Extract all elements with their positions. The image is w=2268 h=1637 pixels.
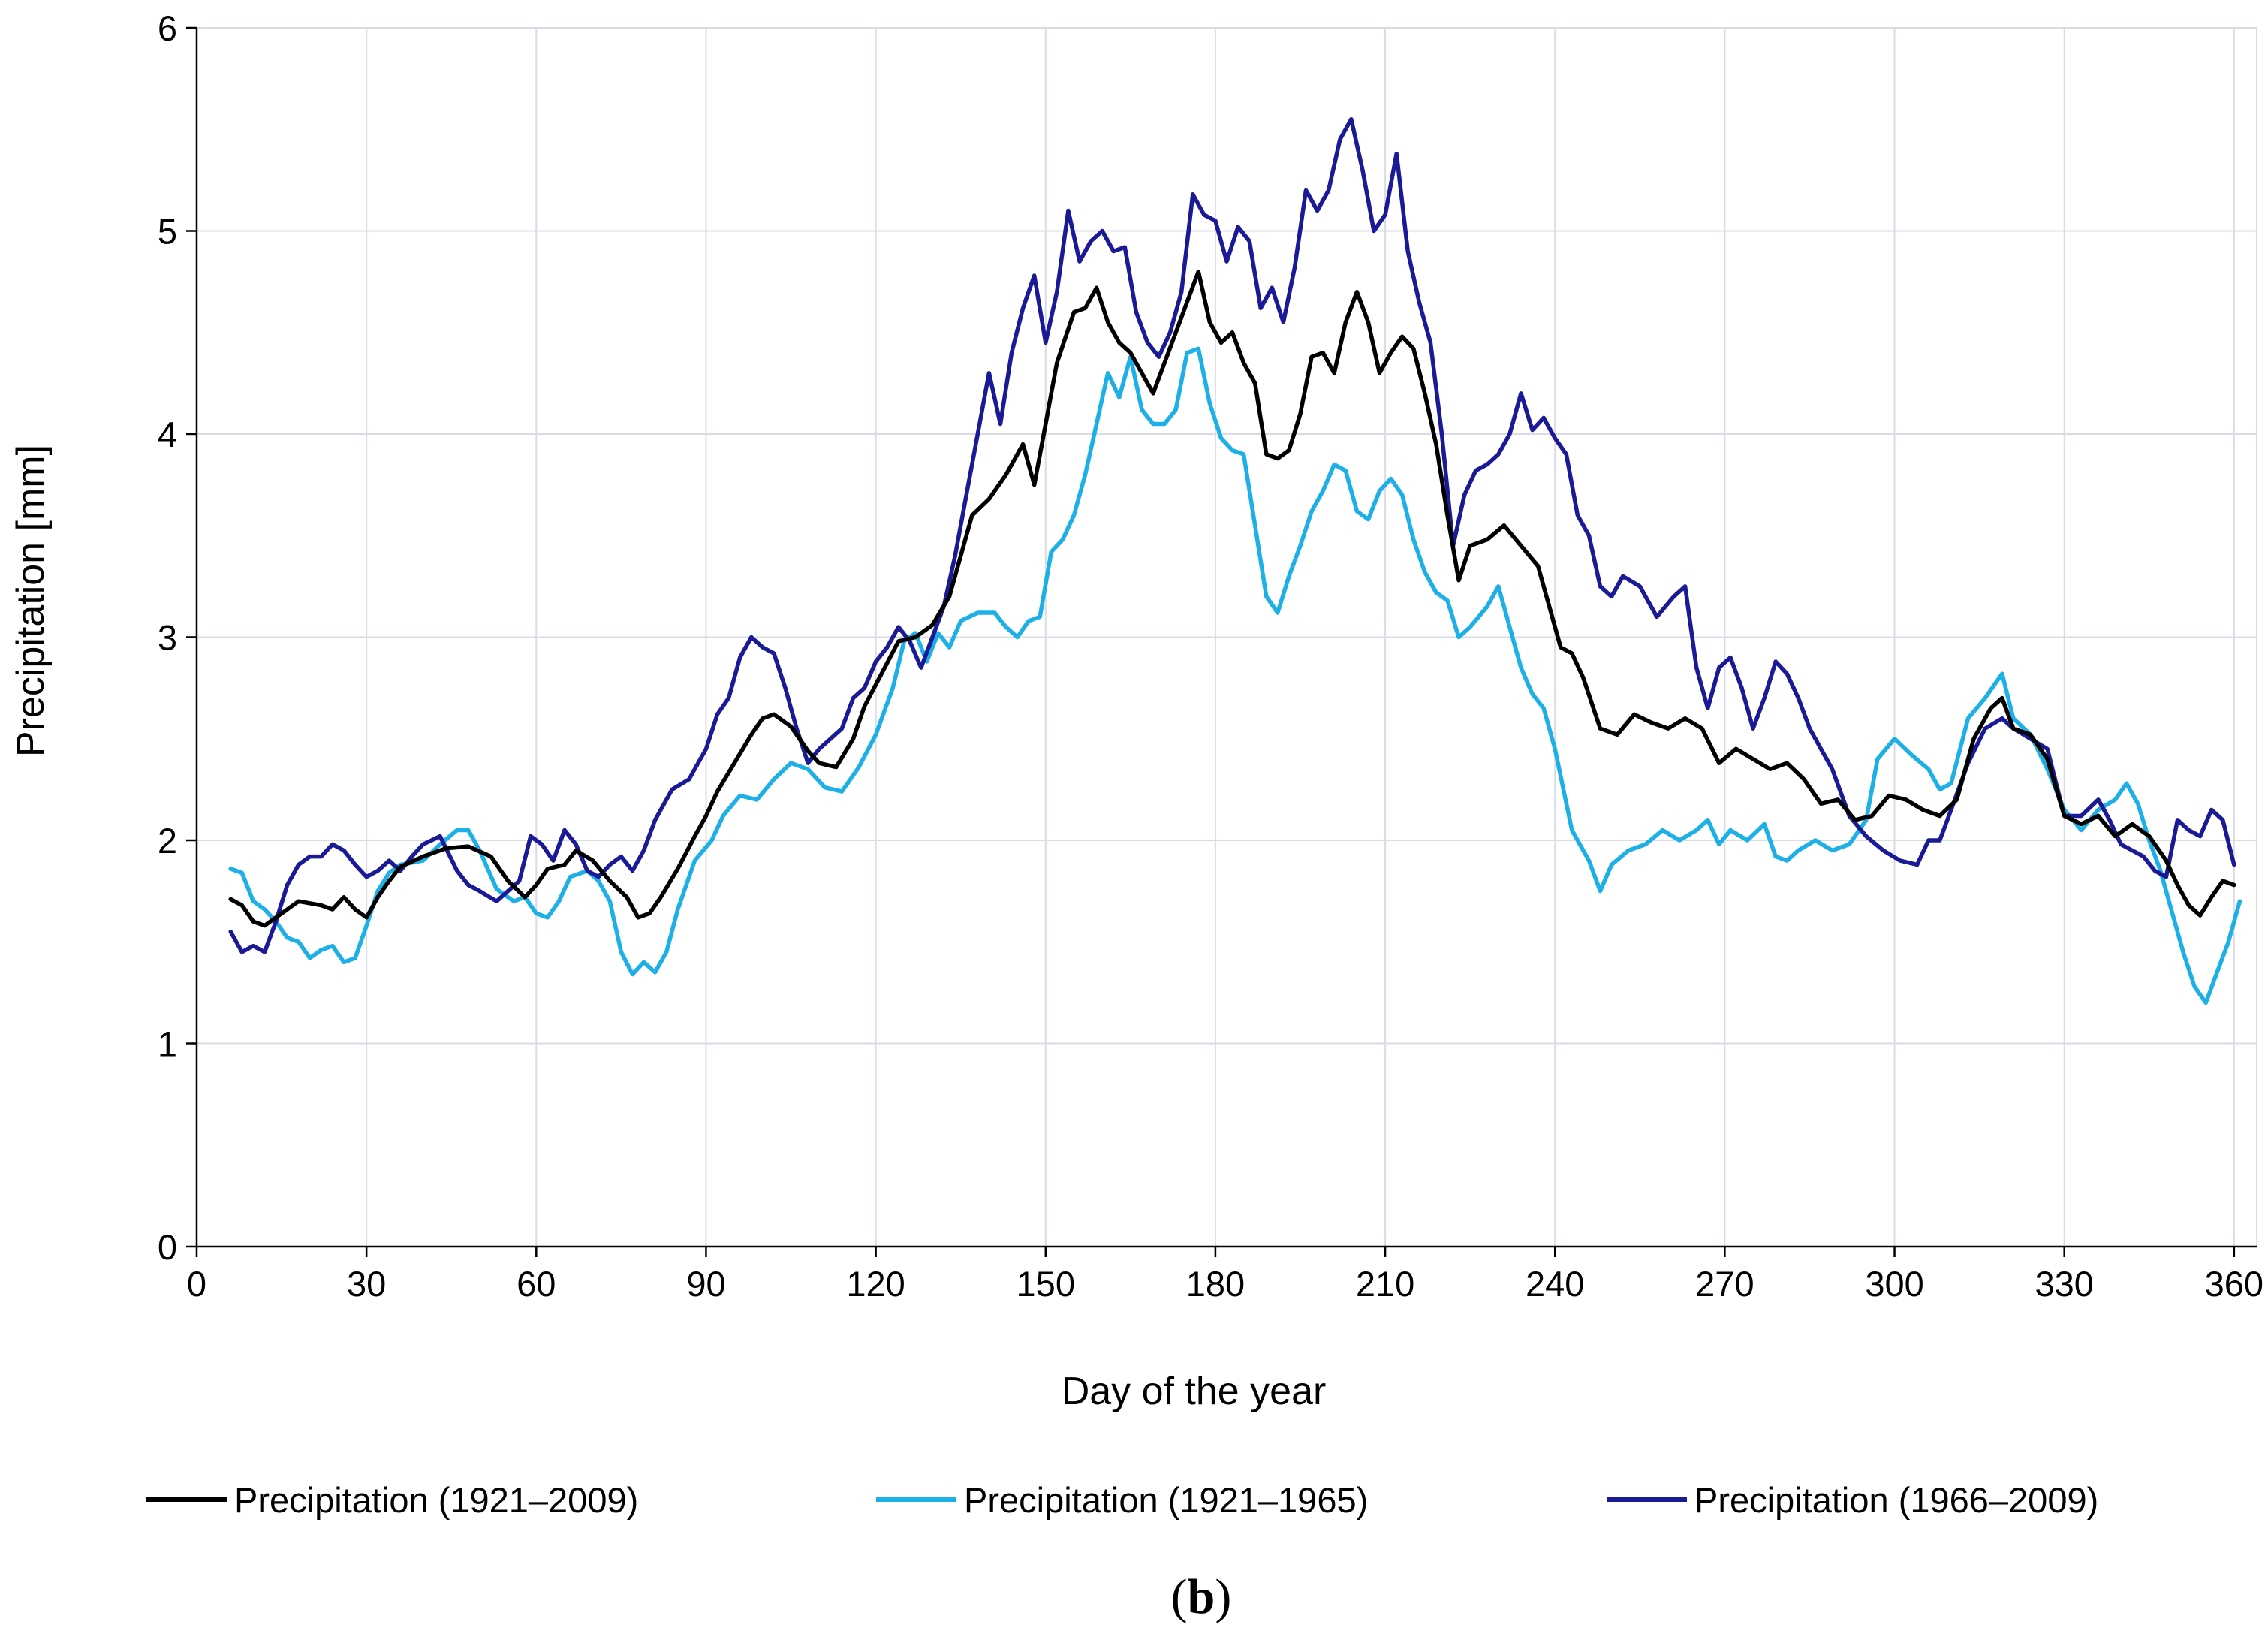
x-tick-label-360: 360 <box>2205 1264 2263 1304</box>
x-tick-label-180: 180 <box>1186 1264 1245 1304</box>
x-tick-label-90: 90 <box>686 1264 725 1304</box>
x-tick-label-270: 270 <box>1695 1264 1754 1304</box>
data-series <box>228 116 2242 1005</box>
x-tick-label-120: 120 <box>846 1264 905 1304</box>
legend: Precipitation (1921–2009) Precipitation (… <box>146 1480 2098 1520</box>
x-tick-label-30: 30 <box>347 1264 386 1304</box>
legend-label-3: Precipitation (1966–2009) <box>1694 1480 2098 1520</box>
y-tick-label-2: 2 <box>158 821 177 861</box>
y-axis-title: Precipitation [mm] <box>9 445 53 757</box>
panel-label: (b) <box>1171 1569 1232 1624</box>
x-tick-label-300: 300 <box>1865 1264 1923 1304</box>
series-line-2 <box>228 346 2242 1005</box>
x-tick-label-330: 330 <box>2035 1264 2093 1304</box>
legend-label-2: Precipitation (1921–1965) <box>964 1480 1368 1520</box>
series-line-3 <box>228 116 2236 954</box>
panel-label-letter: b <box>1188 1569 1215 1624</box>
horizontal-gridlines <box>197 27 2257 1045</box>
y-tick-label-4: 4 <box>158 415 177 454</box>
x-tick-label-240: 240 <box>1526 1264 1584 1304</box>
y-tick-label-0: 0 <box>158 1227 177 1267</box>
x-tick-labels: 0 30 60 90 120 150 180 210 240 270 300 330 360 <box>187 1264 2263 1304</box>
x-axis-title: Day of the year <box>1062 1370 1327 1413</box>
y-tick-labels: 0 1 2 3 4 5 6 <box>158 8 177 1267</box>
x-tick-label-150: 150 <box>1017 1264 1075 1304</box>
y-tick-label-6: 6 <box>158 8 177 48</box>
legend-label-1: Precipitation (1921–2009) <box>234 1480 638 1520</box>
x-tick-label-60: 60 <box>517 1264 556 1304</box>
axes <box>186 26 2257 1257</box>
series-line-1 <box>228 269 2236 928</box>
y-tick-label-5: 5 <box>158 212 177 252</box>
panel-label-close: ) <box>1215 1569 1231 1624</box>
panel-label-open: ( <box>1171 1569 1188 1624</box>
x-tick-label-210: 210 <box>1356 1264 1414 1304</box>
x-tick-label-0: 0 <box>187 1264 206 1304</box>
y-tick-label-3: 3 <box>158 618 177 658</box>
y-tick-label-1: 1 <box>158 1024 177 1064</box>
